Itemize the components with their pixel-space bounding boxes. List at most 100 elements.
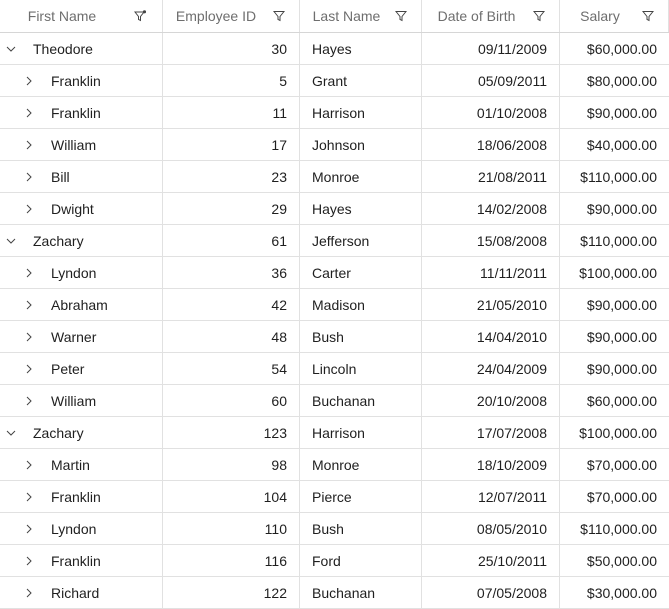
cell-employee-id[interactable]: 42 xyxy=(163,289,300,320)
cell-first-name[interactable]: Zachary xyxy=(0,417,163,448)
cell-salary[interactable]: $70,000.00 xyxy=(586,456,657,473)
cell-date-of-birth[interactable]: 12/07/2011 xyxy=(422,481,560,512)
cell-last-name[interactable]: Harrison xyxy=(300,417,422,448)
cell-employee-id[interactable]: 5 xyxy=(163,65,300,96)
cell-employee-id[interactable]: 116 xyxy=(163,545,300,576)
cell-first-name[interactable]: Richard xyxy=(0,577,163,608)
cell-employee-id[interactable]: 30 xyxy=(163,33,300,64)
chevron-right-icon[interactable] xyxy=(24,492,34,502)
child-row[interactable]: Peter 54 Lincoln 24/04/2009 $90,000.00 xyxy=(0,353,669,385)
filter-icon[interactable] xyxy=(642,10,654,22)
cell-salary[interactable]: $100,000.00 xyxy=(579,424,657,441)
cell-salary[interactable]: $110,000.00 xyxy=(580,232,657,249)
child-row[interactable]: Lyndon 36 Carter 11/11/2011 $100,000.00 xyxy=(0,257,669,289)
chevron-right-icon[interactable] xyxy=(24,172,34,182)
cell-last-name[interactable]: Lincoln xyxy=(300,353,422,384)
cell-last-name[interactable]: Grant xyxy=(300,65,422,96)
cell-date-of-birth[interactable]: 15/08/2008 xyxy=(422,225,560,256)
cell-employee-id[interactable]: 54 xyxy=(163,353,300,384)
child-row[interactable]: Franklin 116 Ford 25/10/2011 $50,000.00 xyxy=(0,545,669,577)
cell-date-of-birth[interactable]: 20/10/2008 xyxy=(422,385,560,416)
cell-date-of-birth[interactable]: 05/09/2011 xyxy=(422,65,560,96)
cell-employee-id[interactable]: 110 xyxy=(163,513,300,544)
cell-date-of-birth[interactable]: 25/10/2011 xyxy=(422,545,560,576)
cell-last-name[interactable]: Hayes xyxy=(300,33,422,64)
cell-salary[interactable]: $30,000.00 xyxy=(586,584,657,601)
child-row[interactable]: Dwight 29 Hayes 14/02/2008 $90,000.00 xyxy=(0,193,669,225)
child-row[interactable]: Bill 23 Monroe 21/08/2011 $110,000.00 xyxy=(0,161,669,193)
cell-date-of-birth[interactable]: 11/11/2011 xyxy=(422,257,560,288)
cell-date-of-birth[interactable]: 24/04/2009 xyxy=(422,353,560,384)
cell-first-name[interactable]: Zachary xyxy=(0,225,163,256)
chevron-right-icon[interactable] xyxy=(24,588,34,598)
filter-icon[interactable] xyxy=(273,10,285,22)
child-row[interactable]: William 60 Buchanan 20/10/2008 $60,000.00 xyxy=(0,385,669,417)
cell-date-of-birth[interactable]: 21/05/2010 xyxy=(422,289,560,320)
chevron-right-icon[interactable] xyxy=(24,300,34,310)
child-row[interactable]: Warner 48 Bush 14/04/2010 $90,000.00 xyxy=(0,321,669,353)
cell-last-name[interactable]: Jefferson xyxy=(300,225,422,256)
cell-first-name[interactable]: Dwight xyxy=(0,193,163,224)
cell-salary[interactable]: $90,000.00 xyxy=(586,296,657,313)
child-row[interactable]: Martin 98 Monroe 18/10/2009 $70,000.00 xyxy=(0,449,669,481)
chevron-right-icon[interactable] xyxy=(24,140,34,150)
cell-employee-id[interactable]: 29 xyxy=(163,193,300,224)
cell-first-name[interactable]: Lyndon xyxy=(0,513,163,544)
cell-salary[interactable]: $80,000.00 xyxy=(586,72,657,89)
cell-date-of-birth[interactable]: 17/07/2008 xyxy=(422,417,560,448)
cell-salary[interactable]: $90,000.00 xyxy=(586,104,657,121)
cell-employee-id[interactable]: 123 xyxy=(163,417,300,448)
cell-date-of-birth[interactable]: 21/08/2011 xyxy=(422,161,560,192)
cell-date-of-birth[interactable]: 14/04/2010 xyxy=(422,321,560,352)
chevron-right-icon[interactable] xyxy=(24,556,34,566)
cell-last-name[interactable]: Hayes xyxy=(300,193,422,224)
cell-salary[interactable]: $90,000.00 xyxy=(586,360,657,377)
cell-last-name[interactable]: Johnson xyxy=(300,129,422,160)
cell-last-name[interactable]: Ford xyxy=(300,545,422,576)
cell-last-name[interactable]: Bush xyxy=(300,513,422,544)
child-row[interactable]: Lyndon 110 Bush 08/05/2010 $110,000.00 xyxy=(0,513,669,545)
chevron-down-icon[interactable] xyxy=(6,428,16,438)
cell-date-of-birth[interactable]: 07/05/2008 xyxy=(422,577,560,608)
cell-date-of-birth[interactable]: 18/10/2009 xyxy=(422,449,560,480)
cell-salary[interactable]: $90,000.00 xyxy=(586,200,657,217)
child-row[interactable]: Franklin 5 Grant 05/09/2011 $80,000.00 xyxy=(0,65,669,97)
cell-last-name[interactable]: Monroe xyxy=(300,449,422,480)
chevron-down-icon[interactable] xyxy=(6,44,16,54)
cell-employee-id[interactable]: 104 xyxy=(163,481,300,512)
column-header-salary[interactable]: Salary xyxy=(560,0,669,32)
cell-first-name[interactable]: Bill xyxy=(0,161,163,192)
chevron-right-icon[interactable] xyxy=(24,460,34,470)
column-header-last-name[interactable]: Last Name xyxy=(300,0,422,32)
cell-last-name[interactable]: Bush xyxy=(300,321,422,352)
cell-salary[interactable]: $110,000.00 xyxy=(580,520,657,537)
chevron-right-icon[interactable] xyxy=(24,524,34,534)
cell-last-name[interactable]: Buchanan xyxy=(300,385,422,416)
cell-first-name[interactable]: Theodore xyxy=(0,33,163,64)
cell-employee-id[interactable]: 60 xyxy=(163,385,300,416)
parent-row[interactable]: Zachary 61 Jefferson 15/08/2008 $110,000.00 xyxy=(0,225,669,257)
chevron-right-icon[interactable] xyxy=(24,76,34,86)
child-row[interactable]: Franklin 104 Pierce 12/07/2011 $70,000.00 xyxy=(0,481,669,513)
chevron-right-icon[interactable] xyxy=(24,364,34,374)
cell-date-of-birth[interactable]: 14/02/2008 xyxy=(422,193,560,224)
cell-first-name[interactable]: Franklin xyxy=(0,545,163,576)
cell-employee-id[interactable]: 23 xyxy=(163,161,300,192)
cell-first-name[interactable]: Warner xyxy=(0,321,163,352)
filter-active-icon[interactable] xyxy=(134,10,146,22)
cell-employee-id[interactable]: 11 xyxy=(163,97,300,128)
cell-first-name[interactable]: Franklin xyxy=(0,65,163,96)
cell-last-name[interactable]: Madison xyxy=(300,289,422,320)
cell-salary[interactable]: $110,000.00 xyxy=(580,168,657,185)
chevron-right-icon[interactable] xyxy=(24,108,34,118)
cell-employee-id[interactable]: 61 xyxy=(163,225,300,256)
cell-salary[interactable]: $60,000.00 xyxy=(586,392,657,409)
cell-first-name[interactable]: Franklin xyxy=(0,97,163,128)
cell-first-name[interactable]: Abraham xyxy=(0,289,163,320)
cell-employee-id[interactable]: 36 xyxy=(163,257,300,288)
cell-first-name[interactable]: Franklin xyxy=(0,481,163,512)
cell-first-name[interactable]: Martin xyxy=(0,449,163,480)
cell-first-name[interactable]: Peter xyxy=(0,353,163,384)
child-row[interactable]: Franklin 11 Harrison 01/10/2008 $90,000.00 xyxy=(0,97,669,129)
cell-date-of-birth[interactable]: 01/10/2008 xyxy=(422,97,560,128)
